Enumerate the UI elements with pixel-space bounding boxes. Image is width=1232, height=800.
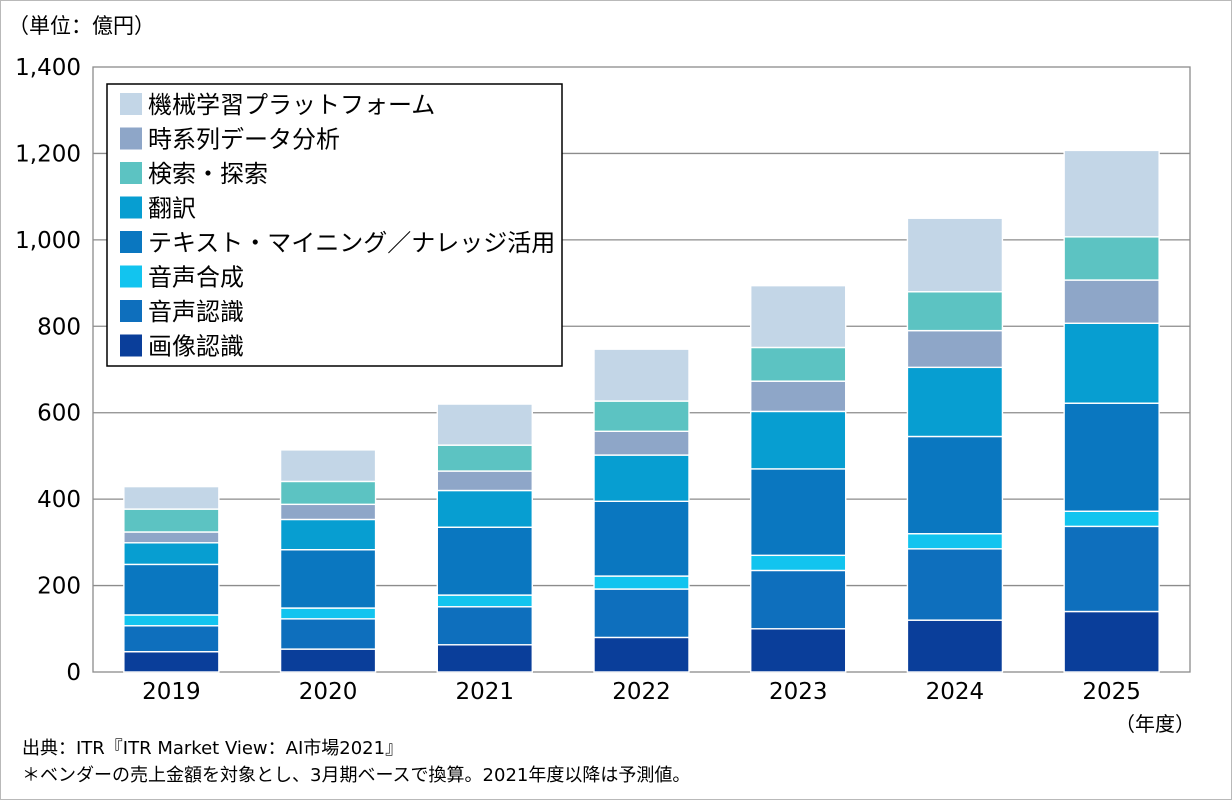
bar-segment	[593, 348, 690, 402]
bar-segment	[593, 500, 690, 577]
x-tick-label: 2021	[456, 679, 515, 705]
bar-segment	[123, 531, 220, 544]
bar-segment	[593, 636, 690, 673]
bar-segment	[1063, 322, 1160, 404]
bar-segment	[593, 430, 690, 456]
bar-segment	[436, 526, 533, 596]
y-tick-label: 400	[37, 487, 81, 513]
bar-segment	[750, 468, 847, 557]
bar-segment	[279, 449, 377, 483]
legend-label: 検索・探索	[148, 160, 268, 188]
x-tick-label: 2020	[299, 679, 358, 705]
bar-segment	[906, 329, 1004, 369]
bar-segment	[436, 470, 533, 492]
bar-segment	[279, 480, 377, 506]
x-axis-unit-label: （年度）	[1115, 712, 1195, 736]
legend-label: 音声合成	[148, 264, 244, 292]
bar-segment	[1063, 610, 1160, 673]
source-citation: 出典：ITR『ITR Market View：AI市場2021』	[22, 738, 404, 759]
bar-segment	[279, 607, 377, 620]
legend-swatch	[120, 265, 142, 288]
bar-segment	[750, 346, 847, 382]
bar-segment	[436, 489, 533, 528]
bar-segment	[123, 625, 220, 653]
legend-swatch	[120, 127, 142, 150]
bar-segment	[436, 594, 533, 608]
x-tick-label: 2023	[769, 679, 828, 705]
bar-segment	[123, 614, 220, 627]
legend-box	[106, 83, 563, 367]
bar-segment	[279, 518, 377, 551]
legend-label: 音声認識	[148, 298, 244, 326]
bar-segment	[750, 284, 847, 349]
y-tick-label: 1,200	[15, 141, 81, 167]
bar-segment	[436, 444, 533, 472]
bar-segment	[123, 650, 220, 673]
bar-segment	[123, 485, 220, 510]
x-tick-label: 2022	[612, 679, 671, 705]
bar-segment	[279, 648, 377, 673]
legend-label: 時系列データ分析	[148, 126, 340, 154]
y-tick-label: 600	[37, 401, 81, 427]
bar-segment	[436, 644, 533, 673]
unit-label: （単位：億円）	[8, 14, 155, 38]
y-tick-label: 0	[66, 660, 81, 686]
legend-label: 画像認識	[148, 333, 244, 361]
legend-label: 機械学習プラットフォーム	[148, 91, 435, 119]
bar-segment	[906, 217, 1004, 293]
y-tick-label: 800	[37, 314, 81, 340]
y-tick-label: 1,400	[15, 55, 81, 81]
x-tick-label: 2025	[1082, 679, 1141, 705]
bar-segment	[750, 554, 847, 572]
y-tick-label: 200	[37, 574, 81, 600]
bar-segment	[593, 575, 690, 590]
bar-segment	[279, 618, 377, 650]
legend-swatch	[120, 334, 142, 357]
bar-segment	[593, 588, 690, 639]
bar-segment	[593, 400, 690, 432]
legend-swatch	[120, 196, 142, 219]
bar-segment	[906, 619, 1004, 673]
bar-segment	[123, 542, 220, 566]
bar-segment	[1063, 402, 1160, 512]
x-tick-label: 2024	[926, 679, 985, 705]
legend-swatch	[120, 231, 142, 253]
bar-segment	[1063, 279, 1160, 324]
legend-label: 翻訳	[148, 195, 196, 223]
bar-segment	[750, 569, 847, 630]
bar-segment	[436, 606, 533, 646]
y-tick-label: 1,000	[15, 228, 81, 254]
bar-segment	[750, 380, 847, 413]
bar-segment	[1063, 236, 1160, 281]
bar-segment	[906, 435, 1004, 535]
bar-segment	[750, 410, 847, 470]
bar-segment	[1063, 149, 1160, 238]
bar-segment	[436, 403, 533, 446]
bar-segment	[123, 563, 220, 616]
bar-segment	[1063, 525, 1160, 613]
bar-segment	[279, 503, 377, 521]
bar-segment	[906, 548, 1004, 621]
bar-segment	[1063, 510, 1160, 528]
x-tick-label: 2019	[142, 679, 201, 705]
legend-swatch	[120, 162, 142, 184]
legend-swatch	[120, 300, 142, 322]
footnote: ＊ベンダーの売上金額を対象とし、3月期ベースで換算。2021年度以降は予測値。	[22, 765, 691, 786]
bar-segment	[906, 366, 1004, 438]
bar-segment	[906, 533, 1004, 550]
bar-segment	[750, 628, 847, 673]
legend-label: テキスト・マイニング／ナレッジ活用	[148, 229, 555, 257]
legend-swatch	[120, 93, 142, 115]
bar-segment	[123, 508, 220, 533]
bar-segment	[906, 291, 1004, 332]
bar-segment	[279, 549, 377, 609]
bar-segment	[593, 454, 690, 503]
